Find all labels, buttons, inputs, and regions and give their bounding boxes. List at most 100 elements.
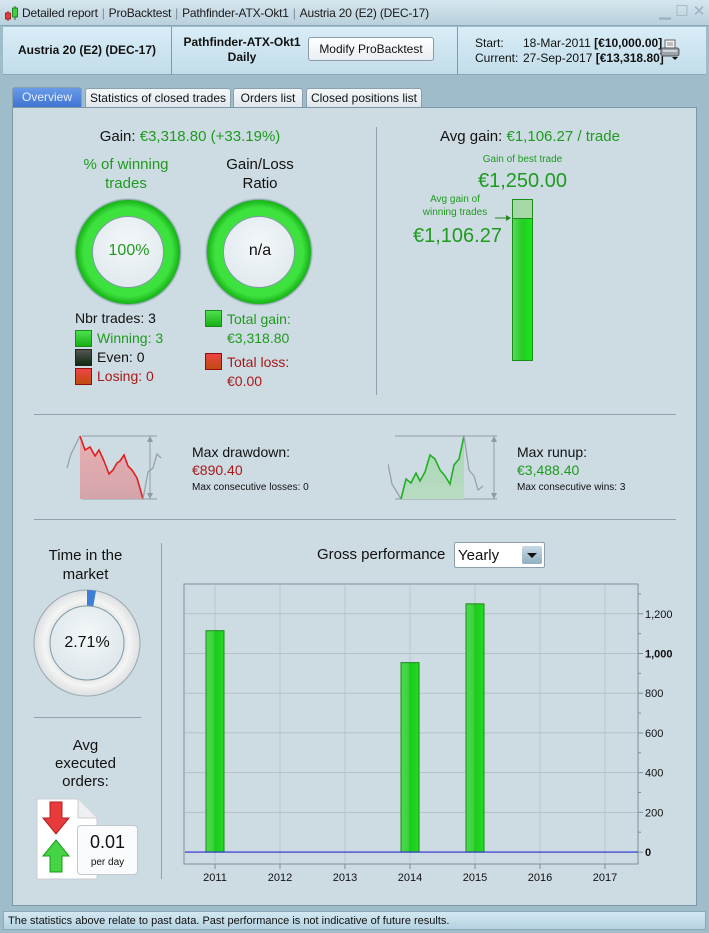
bar-2011 <box>205 630 225 853</box>
winning-legend-swatch <box>75 330 92 347</box>
x-tick-label: 2011 <box>203 872 227 884</box>
strategy-info: Pathfinder-ATX-Okt1 Daily <box>179 35 305 65</box>
avg-orders-box: 0.01 per day <box>77 825 138 875</box>
print-icon[interactable] <box>659 39 681 61</box>
even-count: Even: 0 <box>97 349 145 365</box>
losing-legend-swatch <box>75 368 92 385</box>
divider <box>171 27 172 75</box>
avg-gain-label: Avg gain: <box>440 128 503 145</box>
y-tick-label: 400 <box>645 768 663 780</box>
gain-loss-ratio-ring-center: n/a <box>223 216 295 288</box>
total-loss-swatch <box>205 353 222 370</box>
time-in-market-title: Time in the market <box>28 546 143 584</box>
total-loss: Total loss: €0.00 <box>227 353 289 391</box>
divider <box>161 543 162 879</box>
start-label: Start: <box>475 36 504 50</box>
avg-orders-title-line: orders: <box>62 773 109 790</box>
tab-statistics-closed-trades[interactable]: Statistics of closed trades <box>85 88 231 107</box>
avg-winning-label-line: winning trades <box>422 207 488 218</box>
app-logo-icon <box>5 6 18 21</box>
current-label: Current: <box>475 51 519 65</box>
even-legend-swatch <box>75 349 92 366</box>
y-tick-label: 800 <box>645 688 663 700</box>
modify-probacktest-button[interactable]: Modify ProBacktest <box>308 37 434 61</box>
close-icon[interactable]: ✕ <box>692 3 706 20</box>
avg-orders-value: 0.01 <box>89 832 126 852</box>
winning-title-line: % of winning <box>83 156 169 173</box>
window-title: Detailed report | ProBacktest | Pathfinder-A… <box>22 6 429 20</box>
x-tick-label: 2014 <box>398 872 422 884</box>
dropdown-button[interactable] <box>522 546 542 564</box>
winning-title-line: trades <box>105 175 147 192</box>
losing-count: Losing: 0 <box>97 368 154 384</box>
best-trade-bar <box>512 199 533 361</box>
x-tick-label: 2012 <box>268 872 292 884</box>
runup-sparkline <box>388 435 497 500</box>
tab-overview[interactable]: Overview <box>12 87 82 107</box>
max-runup-value: €3,488.40 <box>517 462 580 478</box>
title-part: Pathfinder-ATX-Okt1 <box>182 6 289 20</box>
arrow-right-icon <box>495 215 511 221</box>
gain-loss-ratio-title: Gain/Loss Ratio <box>200 155 320 193</box>
y-tick-label: 1,200 <box>645 609 673 621</box>
period-selected: Yearly <box>458 547 500 564</box>
y-tick-label: 1,000 <box>645 649 673 661</box>
gain-label: Gain: <box>99 128 136 145</box>
strategy-timeframe: Daily <box>227 50 257 64</box>
tab-orders-list[interactable]: Orders list <box>233 88 303 107</box>
winning-trades-ring-center: 100% <box>92 216 164 288</box>
gross-performance-label: Gross performance <box>317 546 446 563</box>
avg-orders-unit: per day <box>90 857 125 868</box>
time-in-market-pct: 2.71% <box>64 634 110 651</box>
total-loss-value: €0.00 <box>227 373 263 389</box>
tab-closed-positions-list[interactable]: Closed positions list <box>306 88 422 107</box>
title-part: Detailed report <box>22 6 98 20</box>
x-tick-label: 2016 <box>528 872 552 884</box>
bar-2014 <box>400 662 420 853</box>
max-consecutive-wins: Max consecutive wins: 3 <box>517 482 626 493</box>
divider <box>34 414 676 415</box>
nbr-trades: Nbr trades: 3 <box>75 310 156 326</box>
start-capital: [€10,000.00] <box>594 36 663 50</box>
sell-arrow-icon <box>41 801 71 835</box>
maximize-icon[interactable]: ☐ <box>675 3 689 20</box>
gain-summary: Gain: €3,318.80 (+33.19%) <box>40 128 340 145</box>
strategy-name: Pathfinder-ATX-Okt1 <box>183 35 301 49</box>
minimize-icon[interactable]: ▁ <box>659 3 671 20</box>
best-trade-label: Gain of best trade <box>482 154 563 165</box>
gain-loss-ratio-value: n/a <box>248 242 272 259</box>
divider <box>34 519 676 520</box>
y-tick-label: 0 <box>645 847 651 859</box>
max-consecutive-losses: Max consecutive losses: 0 <box>192 482 309 493</box>
disclaimer-bar: The statistics above relate to past data… <box>3 911 706 930</box>
gl-title-line: Ratio <box>242 175 278 192</box>
winning-count: Winning: 3 <box>97 330 164 346</box>
gain-value: €3,318.80 (+33.19%) <box>139 128 281 145</box>
time-market-title-line: market <box>62 566 109 583</box>
total-gain-value: €3,318.80 <box>227 330 290 346</box>
avg-orders-title-line: executed <box>55 755 116 772</box>
winning-trades-title: % of winning trades <box>66 155 186 193</box>
winning-trades-ring: 100% <box>75 199 181 305</box>
time-in-market-ring <box>33 589 141 697</box>
current-date: 27-Sep-2017 <box>523 51 593 65</box>
max-runup-label: Max runup: <box>517 444 588 460</box>
date-range: Start: 18-Mar-2011 [€10,000.00] Current: 2… <box>475 36 664 66</box>
avg-gain-summary: Avg gain: €1,106.27 / trade <box>400 128 660 145</box>
buy-arrow-icon <box>41 839 71 873</box>
total-gain-swatch <box>205 310 222 327</box>
y-tick-label: 600 <box>645 728 663 740</box>
bar-2015 <box>465 603 485 853</box>
x-tick-label: 2017 <box>593 872 617 884</box>
period-dropdown[interactable]: Yearly <box>454 542 545 568</box>
gl-title-line: Gain/Loss <box>226 156 294 173</box>
chevron-down-icon <box>527 553 537 558</box>
title-part: Austria 20 (E2) (DEC-17) <box>299 6 429 20</box>
x-tick-label: 2015 <box>463 872 487 884</box>
current-capital: [€13,318.80] <box>595 51 664 65</box>
avg-executed-orders-title: Avg executed orders: <box>28 737 143 791</box>
total-loss-label: Total loss: <box>227 354 290 370</box>
time-in-market-arc <box>87 590 96 607</box>
avg-winning-bar-fill <box>513 218 532 360</box>
avg-winning-label-line: Avg gain of <box>430 194 480 205</box>
